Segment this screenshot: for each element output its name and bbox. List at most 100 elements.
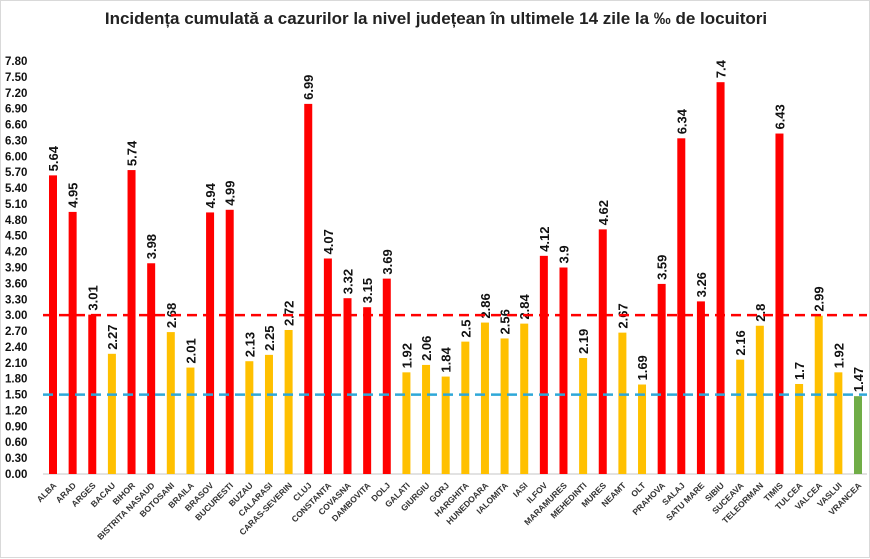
bar-dambovita bbox=[363, 307, 372, 474]
y-tick-label: 4.50 bbox=[5, 231, 27, 243]
bar-timis bbox=[775, 133, 784, 475]
data-label: 1.92 bbox=[399, 343, 414, 368]
bar-vaslui bbox=[834, 372, 843, 474]
data-label: 3.9 bbox=[556, 245, 571, 263]
y-tick-label: 7.20 bbox=[5, 88, 27, 100]
y-tick-label: 3.90 bbox=[5, 263, 27, 275]
data-label: 1.84 bbox=[439, 347, 454, 373]
y-tick-label: 6.90 bbox=[5, 104, 27, 116]
bar-bihor bbox=[127, 170, 136, 475]
bar-mehedinti bbox=[579, 358, 588, 474]
data-label: 3.15 bbox=[360, 278, 375, 303]
bar-tulcea bbox=[795, 383, 804, 474]
y-tick-label: 0.90 bbox=[5, 421, 27, 433]
y-tick-label: 7.50 bbox=[5, 72, 27, 84]
y-tick-label: 5.10 bbox=[5, 199, 27, 211]
bar-buzau bbox=[245, 361, 254, 474]
bar-hunedoara bbox=[480, 322, 489, 474]
bar-cluj bbox=[304, 103, 313, 474]
y-tick-label: 4.20 bbox=[5, 247, 27, 259]
y-tick-label: 0.60 bbox=[5, 437, 27, 449]
data-label: 1.7 bbox=[792, 362, 807, 380]
data-label: 1.69 bbox=[635, 355, 650, 380]
bar-alba bbox=[49, 175, 57, 474]
data-label: 6.99 bbox=[301, 75, 316, 100]
data-label: 2.5 bbox=[458, 320, 473, 338]
y-tick-label: 3.60 bbox=[5, 278, 27, 290]
data-label: 1.47 bbox=[851, 367, 866, 392]
y-tick-label: 3.30 bbox=[5, 294, 27, 306]
data-label: 2.13 bbox=[242, 332, 257, 357]
y-tick-label: 4.80 bbox=[5, 215, 27, 227]
bar-harghita bbox=[461, 341, 470, 474]
bar-iasi bbox=[520, 323, 529, 474]
data-label: 2.86 bbox=[478, 293, 493, 318]
y-tick-label: 5.70 bbox=[5, 167, 27, 179]
y-tick-label: 6.00 bbox=[5, 151, 27, 163]
bar-giurgiu bbox=[422, 364, 431, 474]
data-label: 2.99 bbox=[812, 286, 827, 311]
data-label: 2.27 bbox=[105, 324, 120, 349]
y-tick-label: 6.60 bbox=[5, 120, 27, 132]
y-tick-label: 7.80 bbox=[5, 56, 27, 68]
bar-arad bbox=[68, 211, 77, 474]
y-tick-label: 2.40 bbox=[5, 342, 27, 354]
bar-dolj bbox=[382, 278, 391, 474]
x-tick-label: ALBA bbox=[35, 480, 59, 504]
data-label: 2.8 bbox=[753, 304, 768, 322]
data-label: 7.4 bbox=[714, 59, 729, 78]
data-label: 2.16 bbox=[733, 330, 748, 355]
bar-covasna bbox=[343, 298, 352, 474]
data-label: 3.59 bbox=[655, 255, 670, 280]
data-label: 5.74 bbox=[125, 140, 140, 166]
bar-prahova bbox=[657, 283, 666, 474]
data-label: 4.62 bbox=[596, 200, 611, 225]
bar-botosani bbox=[166, 332, 175, 474]
bar-ialomita bbox=[500, 338, 509, 474]
data-label: 2.84 bbox=[517, 294, 532, 320]
data-label: 3.98 bbox=[144, 234, 159, 259]
data-label: 4.99 bbox=[223, 180, 238, 205]
data-label: 2.19 bbox=[576, 329, 591, 354]
data-label: 1.92 bbox=[831, 343, 846, 368]
y-tick-label: 2.10 bbox=[5, 358, 27, 370]
bar-teleorman bbox=[755, 325, 764, 474]
data-label: 3.26 bbox=[694, 272, 709, 297]
data-label: 4.94 bbox=[203, 182, 218, 208]
data-label: 6.43 bbox=[772, 104, 787, 129]
y-tick-label: 3.00 bbox=[5, 310, 27, 322]
data-label: 5.64 bbox=[46, 145, 61, 171]
chart-title: Incidența cumulată a cazurilor la nivel … bbox=[104, 9, 768, 28]
bar-bistrita-nasaud bbox=[147, 263, 156, 474]
bar-braila bbox=[186, 367, 195, 474]
data-label: 2.56 bbox=[498, 309, 513, 334]
data-label: 3.32 bbox=[341, 269, 356, 294]
bar-brasov bbox=[206, 212, 215, 474]
bar-calarasi bbox=[264, 354, 273, 474]
bar-bucuresti bbox=[225, 209, 234, 475]
y-tick-label: 1.50 bbox=[5, 390, 27, 402]
bar-maramures bbox=[559, 267, 568, 474]
y-tick-label: 1.20 bbox=[5, 405, 27, 417]
data-label: 2.72 bbox=[282, 301, 297, 326]
bar-vrancea bbox=[854, 396, 862, 474]
data-label: 2.06 bbox=[419, 336, 434, 361]
y-tick-label: 5.40 bbox=[5, 183, 27, 195]
y-tick-label: 2.70 bbox=[5, 326, 27, 338]
data-label: 4.07 bbox=[321, 229, 336, 254]
data-label: 2.25 bbox=[262, 326, 277, 351]
y-tick-label: 0.00 bbox=[5, 469, 27, 481]
data-label: 2.01 bbox=[183, 338, 198, 363]
data-label: 3.69 bbox=[380, 249, 395, 274]
data-label: 6.34 bbox=[674, 108, 689, 134]
data-label: 4.12 bbox=[537, 227, 552, 252]
y-tick-label: 0.30 bbox=[5, 453, 27, 465]
data-label: 3.01 bbox=[85, 285, 100, 310]
bar-salaj bbox=[677, 138, 686, 475]
y-tick-label: 1.80 bbox=[5, 374, 27, 386]
y-tick-label: 6.30 bbox=[5, 135, 27, 147]
bar-neamt bbox=[618, 332, 627, 474]
bar-sibiu bbox=[716, 82, 725, 474]
